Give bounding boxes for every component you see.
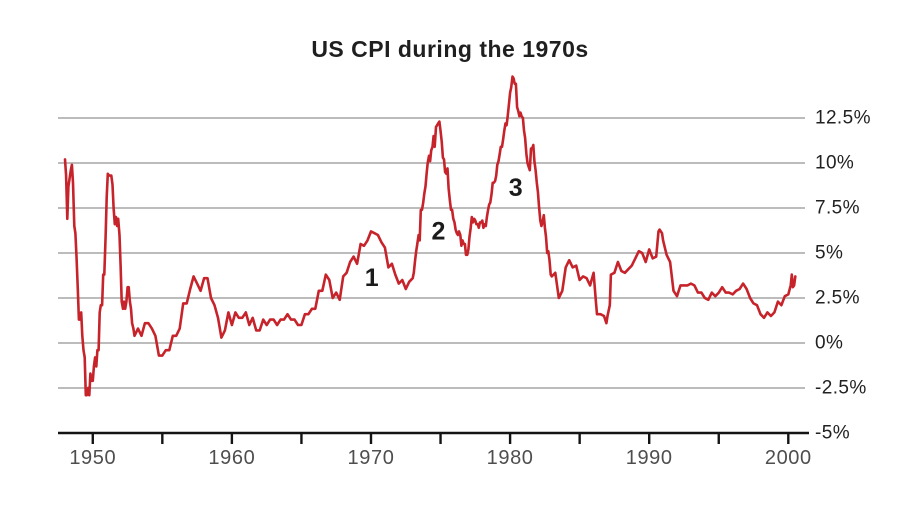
annotations: 1 2 3 [365, 174, 523, 292]
x-axis [58, 431, 809, 444]
x-axis-label-1980: 1980 [487, 447, 534, 469]
x-axis-label-1950: 1950 [69, 447, 116, 469]
x-axis-labels: 1950 1960 1970 1980 1990 2000 [69, 447, 811, 469]
x-axis-label-1960: 1960 [208, 447, 255, 469]
annotation-3: 3 [509, 174, 523, 202]
cpi-line [63, 75, 797, 397]
y-axis-labels: 12.5% 10% 7.5% 5% 2.5% 0% -2.5% -5% [815, 108, 871, 444]
annotation-1: 1 [365, 264, 379, 292]
chart-title: US CPI during the 1970s [311, 36, 588, 62]
y-axis-label-10%: 10% [815, 153, 854, 174]
x-axis-label-2000: 2000 [765, 447, 812, 469]
y-axis-label-0%: 0% [815, 333, 843, 354]
y-axis-label--2.5%: -2.5% [815, 378, 867, 399]
y-axis-label-12.5%: 12.5% [815, 108, 871, 129]
x-axis-label-1990: 1990 [626, 447, 673, 469]
y-axis-label--5%: -5% [815, 423, 850, 444]
gridlines [58, 117, 805, 389]
cpi-line-group [63, 75, 797, 397]
y-axis-label-2.5%: 2.5% [815, 288, 860, 309]
y-axis-label-5%: 5% [815, 243, 843, 264]
y-axis-label-7.5%: 7.5% [815, 198, 860, 219]
annotation-2: 2 [432, 217, 446, 245]
x-axis-label-1970: 1970 [348, 447, 395, 469]
